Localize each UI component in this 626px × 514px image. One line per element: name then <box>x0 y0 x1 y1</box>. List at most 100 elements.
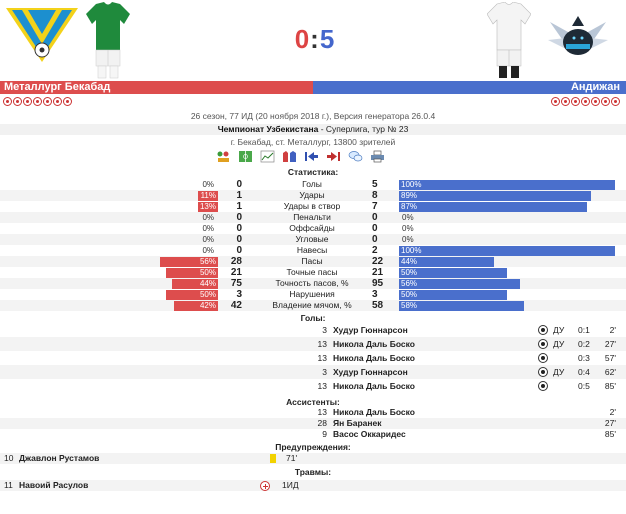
rating-star-icon <box>591 97 600 106</box>
player-number: 11 <box>4 480 13 490</box>
home-stat-bar: 13% <box>198 201 218 212</box>
away-stat-value: 5 <box>372 179 378 190</box>
assist-minute: 27' <box>604 418 616 428</box>
home-stat-value: 21 <box>230 267 242 278</box>
away-stat-value: 7 <box>372 201 378 212</box>
home-stat-bar: 11% <box>198 190 218 201</box>
goal-type: ДУ <box>553 367 565 377</box>
home-stat-percent: 0% <box>202 180 214 189</box>
away-stat-bar: 50% <box>399 289 507 300</box>
home-stat-value: 0 <box>236 234 242 245</box>
rating-star-icon <box>33 97 42 106</box>
away-stat-bar: 89% <box>399 190 591 201</box>
stat-label: Навесы <box>296 245 328 255</box>
player-number: 13 <box>317 407 327 417</box>
stat-row: 0% 0 Оффсайды 0 0% <box>0 223 626 234</box>
rating-star-icon <box>3 97 12 106</box>
cards-title: Предупреждения: <box>275 442 351 452</box>
home-stat-bar: 56% <box>160 256 218 267</box>
goal-score: 0:1 <box>578 325 590 335</box>
stat-label: Точность пасов, % <box>275 278 349 288</box>
assist-player-name[interactable]: Васос Оккаридес <box>333 429 406 439</box>
ball-icon <box>538 381 548 391</box>
home-stat-bar: 42% <box>174 300 218 311</box>
home-stat-value: 75 <box>230 278 242 289</box>
injury-row: 11 Навоий Расулов 1ИД <box>0 480 626 491</box>
goal-row: 13 Никола Даль Боско 0:3 57' <box>0 351 626 365</box>
stat-row: 0% 0 Голы 5 100% <box>0 179 626 190</box>
goal-score: 0:2 <box>578 339 590 349</box>
print-icon[interactable] <box>370 150 385 163</box>
home-team-logo[interactable] <box>4 4 80 64</box>
goal-minute: 2' <box>609 325 616 335</box>
away-stat-value: 8 <box>372 190 378 201</box>
shirts-icon[interactable] <box>282 150 297 163</box>
injured-player-name[interactable]: Навоий Расулов <box>19 480 89 490</box>
stat-label: Пасы <box>301 256 323 266</box>
home-stat-percent: 0% <box>202 224 214 233</box>
home-stat-bar: 50% <box>166 289 218 300</box>
goal-score: 0:4 <box>578 367 590 377</box>
home-stat-value: 0 <box>236 245 242 256</box>
back-icon[interactable] <box>304 150 319 163</box>
home-score: 0 <box>294 24 311 54</box>
away-stat-value: 0 <box>372 223 378 234</box>
goal-minute: 85' <box>604 381 616 391</box>
stat-label: Оффсайды <box>289 223 335 233</box>
stat-label: Владение мячом, % <box>272 300 352 310</box>
stat-row: 42% 42 Владение мячом, % 58 58% <box>0 300 626 311</box>
assist-row: 9 Васос Оккаридес 85' <box>0 429 626 440</box>
home-stat-bar: 44% <box>172 278 218 289</box>
ball-icon <box>538 353 548 363</box>
chat-icon[interactable] <box>348 150 363 163</box>
scorer-name[interactable]: Никола Даль Боско <box>333 339 415 349</box>
tournament-link[interactable]: Чемпионат Узбекистана <box>217 124 319 134</box>
carded-player-name[interactable]: Джавлон Рустамов <box>19 453 100 463</box>
scorer-name[interactable]: Худур Гюннарсон <box>333 367 408 377</box>
rating-star-icon <box>23 97 32 106</box>
away-stat-bar: 100% <box>399 245 615 256</box>
away-kit-icon <box>487 2 531 78</box>
stat-row: 56% 28 Пасы 22 44% <box>0 256 626 267</box>
goal-score: 0:5 <box>578 381 590 391</box>
assist-player-name[interactable]: Ян Баранек <box>333 418 382 428</box>
chart-icon[interactable] <box>260 150 275 163</box>
rating-star-icon <box>581 97 590 106</box>
away-stat-bar: 58% <box>399 300 524 311</box>
assist-minute: 2' <box>609 407 616 417</box>
player-number: 9 <box>322 429 327 439</box>
away-team-logo[interactable] <box>546 12 610 64</box>
player-number: 13 <box>317 353 327 363</box>
away-stat-value: 0 <box>372 234 378 245</box>
stat-row: 0% 0 Навесы 2 100% <box>0 245 626 256</box>
away-stat-bar: 50% <box>399 267 507 278</box>
formation-icon[interactable] <box>238 150 253 163</box>
scorer-name[interactable]: Никола Даль Боско <box>333 353 415 363</box>
away-team-name[interactable]: Андижан <box>313 81 626 94</box>
match-header: 0:5 <box>0 0 626 82</box>
stat-label: Точные пасы <box>286 267 338 277</box>
injury-icon <box>260 481 270 491</box>
lineup-icon[interactable] <box>216 150 231 163</box>
goal-minute: 57' <box>604 353 616 363</box>
home-stat-bar: 50% <box>166 267 218 278</box>
goal-minute: 62' <box>604 367 616 377</box>
forward-icon[interactable] <box>326 150 341 163</box>
scorer-name[interactable]: Худур Гюннарсон <box>333 325 408 335</box>
away-team-rating <box>551 97 620 107</box>
home-team-name[interactable]: Металлург Бекабад <box>0 81 313 94</box>
away-stat-percent: 0% <box>402 224 414 233</box>
home-stat-value: 1 <box>236 190 242 201</box>
ball-icon <box>538 367 548 377</box>
rating-star-icon <box>551 97 560 106</box>
rating-star-icon <box>561 97 570 106</box>
card-row: 10 Джавлон Рустамов 71' <box>0 453 626 464</box>
scorer-name[interactable]: Никола Даль Боско <box>333 381 415 391</box>
home-stat-value: 0 <box>236 212 242 223</box>
stat-row: 13% 1 Удары в створ 7 87% <box>0 201 626 212</box>
stat-row: 44% 75 Точность пасов, % 95 56% <box>0 278 626 289</box>
away-stat-bar: 56% <box>399 278 520 289</box>
assist-player-name[interactable]: Никола Даль Боско <box>333 407 415 417</box>
away-stat-bar: 87% <box>399 201 587 212</box>
home-stat-value: 0 <box>236 179 242 190</box>
